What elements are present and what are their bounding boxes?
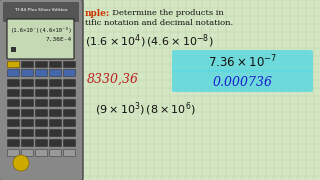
FancyBboxPatch shape	[21, 62, 34, 68]
FancyBboxPatch shape	[21, 129, 34, 136]
FancyBboxPatch shape	[3, 2, 79, 22]
FancyBboxPatch shape	[36, 150, 47, 156]
FancyBboxPatch shape	[7, 62, 20, 68]
FancyBboxPatch shape	[63, 69, 76, 76]
FancyBboxPatch shape	[7, 62, 20, 68]
FancyBboxPatch shape	[7, 89, 20, 96]
Text: nple:: nple:	[85, 9, 110, 18]
FancyBboxPatch shape	[7, 140, 20, 147]
Text: Determine the products in: Determine the products in	[107, 9, 224, 17]
FancyBboxPatch shape	[50, 140, 61, 147]
FancyBboxPatch shape	[7, 19, 74, 59]
Text: tific notation and decimal notation.: tific notation and decimal notation.	[85, 19, 233, 27]
FancyBboxPatch shape	[63, 62, 76, 68]
FancyBboxPatch shape	[63, 140, 76, 147]
Bar	[82, 0, 320, 180]
Text: 8330,36: 8330,36	[87, 73, 139, 86]
FancyBboxPatch shape	[36, 100, 47, 107]
FancyBboxPatch shape	[7, 129, 20, 136]
FancyBboxPatch shape	[7, 69, 20, 76]
FancyBboxPatch shape	[21, 80, 34, 87]
Text: $7.36 \times 10^{-7}$: $7.36 \times 10^{-7}$	[208, 54, 277, 70]
FancyBboxPatch shape	[63, 129, 76, 136]
FancyBboxPatch shape	[50, 89, 61, 96]
FancyBboxPatch shape	[7, 80, 20, 87]
FancyBboxPatch shape	[21, 100, 34, 107]
FancyBboxPatch shape	[21, 120, 34, 127]
Text: TI-84 Plus Silver Edition: TI-84 Plus Silver Edition	[15, 8, 67, 12]
FancyBboxPatch shape	[7, 120, 20, 127]
FancyBboxPatch shape	[36, 80, 47, 87]
FancyBboxPatch shape	[36, 140, 47, 147]
FancyBboxPatch shape	[63, 120, 76, 127]
Circle shape	[13, 155, 29, 171]
FancyBboxPatch shape	[63, 89, 76, 96]
FancyBboxPatch shape	[36, 69, 47, 76]
FancyBboxPatch shape	[50, 62, 61, 68]
FancyBboxPatch shape	[50, 109, 61, 116]
Text: 7.36E-4: 7.36E-4	[46, 37, 72, 42]
FancyBboxPatch shape	[7, 100, 20, 107]
FancyBboxPatch shape	[50, 129, 61, 136]
FancyBboxPatch shape	[50, 80, 61, 87]
Text: (1.6×10´)(4.6×10⁻⁸): (1.6×10´)(4.6×10⁻⁸)	[11, 27, 73, 33]
FancyBboxPatch shape	[63, 80, 76, 87]
FancyBboxPatch shape	[7, 109, 20, 116]
FancyBboxPatch shape	[172, 50, 313, 72]
FancyBboxPatch shape	[36, 89, 47, 96]
FancyBboxPatch shape	[36, 109, 47, 116]
FancyBboxPatch shape	[21, 150, 34, 156]
Bar	[11, 47, 16, 52]
FancyBboxPatch shape	[63, 100, 76, 107]
FancyBboxPatch shape	[50, 69, 61, 76]
FancyBboxPatch shape	[36, 120, 47, 127]
FancyBboxPatch shape	[7, 150, 20, 156]
FancyBboxPatch shape	[50, 100, 61, 107]
Text: 0.000736: 0.000736	[212, 75, 273, 89]
FancyBboxPatch shape	[21, 89, 34, 96]
FancyBboxPatch shape	[63, 109, 76, 116]
FancyBboxPatch shape	[50, 120, 61, 127]
Text: $(1.6 \times 10^{4})\,(4.6 \times 10^{-8})$: $(1.6 \times 10^{4})\,(4.6 \times 10^{-8…	[85, 32, 213, 50]
FancyBboxPatch shape	[50, 150, 61, 156]
FancyBboxPatch shape	[0, 0, 83, 180]
FancyBboxPatch shape	[21, 69, 34, 76]
FancyBboxPatch shape	[21, 140, 34, 147]
FancyBboxPatch shape	[172, 70, 313, 92]
FancyBboxPatch shape	[63, 150, 76, 156]
FancyBboxPatch shape	[36, 129, 47, 136]
FancyBboxPatch shape	[36, 62, 47, 68]
Text: $(9 \times 10^{3})\,(8 \times 10^{6})$: $(9 \times 10^{3})\,(8 \times 10^{6})$	[95, 100, 196, 118]
FancyBboxPatch shape	[21, 109, 34, 116]
